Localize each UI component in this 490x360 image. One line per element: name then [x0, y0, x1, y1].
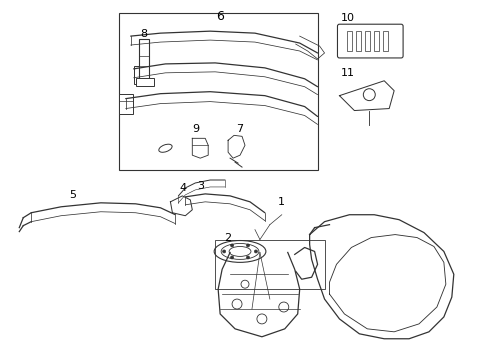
Bar [374, 31, 379, 51]
Text: 5: 5 [70, 190, 76, 200]
FancyBboxPatch shape [338, 24, 403, 58]
Circle shape [231, 256, 234, 259]
Bar [366, 31, 370, 51]
Circle shape [241, 280, 249, 288]
Circle shape [254, 250, 257, 253]
Ellipse shape [221, 243, 259, 260]
Text: 10: 10 [341, 13, 354, 23]
Circle shape [232, 299, 242, 309]
Text: 4: 4 [180, 183, 187, 193]
Circle shape [222, 250, 225, 253]
Text: 3: 3 [197, 181, 204, 191]
Ellipse shape [159, 144, 172, 152]
Text: 9: 9 [193, 124, 200, 134]
Circle shape [279, 302, 289, 312]
Text: 6: 6 [216, 10, 224, 23]
Bar [215, 239, 324, 289]
Bar [134, 66, 142, 84]
Text: 7: 7 [237, 124, 244, 134]
Circle shape [246, 256, 249, 259]
Bar [383, 31, 388, 51]
Circle shape [363, 89, 375, 100]
Circle shape [231, 244, 234, 247]
Bar [136, 78, 153, 86]
Text: 1: 1 [278, 197, 285, 207]
Ellipse shape [214, 240, 266, 262]
Text: 2: 2 [224, 233, 232, 243]
Bar [356, 31, 361, 51]
Text: 8: 8 [140, 29, 147, 39]
Bar [139, 39, 148, 81]
Bar [347, 31, 352, 51]
Circle shape [257, 314, 267, 324]
Bar [119, 13, 318, 170]
Text: 11: 11 [341, 68, 354, 78]
Bar [119, 94, 133, 113]
Ellipse shape [229, 247, 251, 256]
Circle shape [246, 244, 249, 247]
